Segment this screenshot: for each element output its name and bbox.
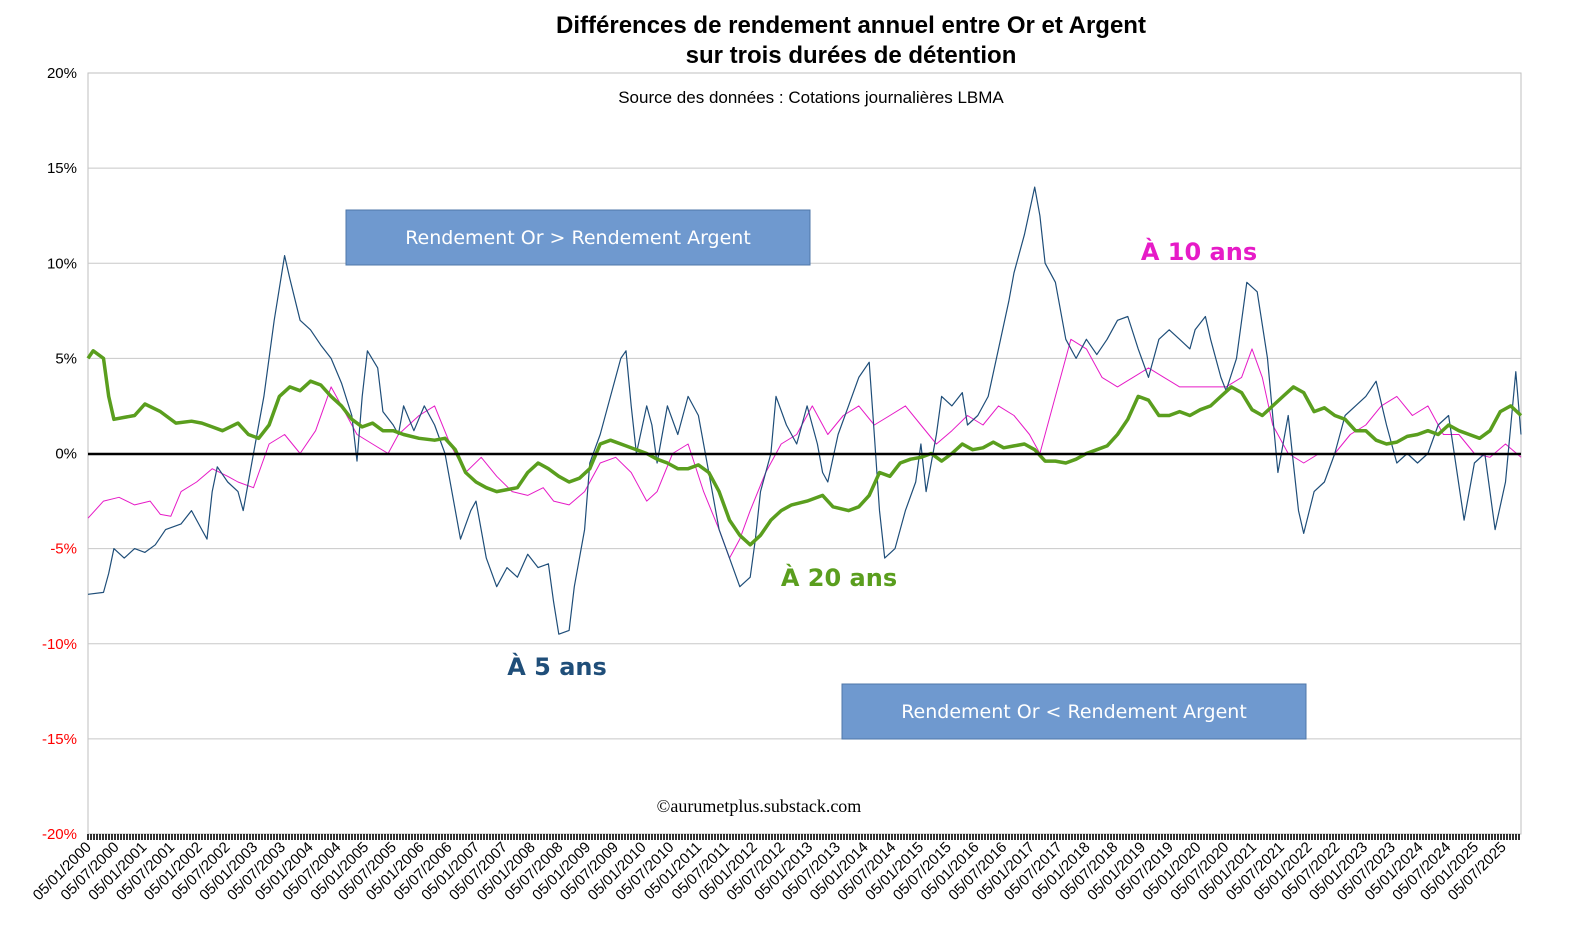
- copyright-text: ©aurumetplus.substack.com: [657, 796, 862, 816]
- chart-title-line1: Différences de rendement annuel entre Or…: [556, 12, 1146, 39]
- annotation-box-positive-label: Rendement Or > Rendement Argent: [405, 227, 751, 249]
- y-tick-label: 5%: [55, 350, 77, 367]
- y-tick-label: -15%: [42, 731, 77, 748]
- series-label-10-ans: À 10 ans: [1141, 237, 1257, 266]
- y-tick-label: 0%: [55, 446, 77, 463]
- chart-title-line2: sur trois durées de détention: [686, 42, 1017, 69]
- series-line--10-ans: [87, 338, 1522, 559]
- y-tick-label: -10%: [42, 636, 77, 653]
- annotation-box-negative-label: Rendement Or < Rendement Argent: [901, 701, 1247, 723]
- y-tick-label: 15%: [47, 160, 77, 177]
- y-tick-label: -5%: [50, 541, 77, 558]
- y-axis: 20% 15% 10% 5% 0% -5% -10% -15% -20%: [42, 65, 77, 843]
- y-tick-label: 20%: [47, 65, 77, 82]
- series-label-20-ans: À 20 ans: [781, 563, 897, 592]
- chart-subtitle: Source des données : Cotations journaliè…: [618, 88, 1004, 107]
- y-tick-label: -20%: [42, 826, 77, 843]
- series-layer: [86, 186, 1523, 635]
- series-line--20-ans: [86, 349, 1523, 547]
- series-label-5-ans: À 5 ans: [507, 652, 607, 681]
- y-tick-label: 10%: [47, 255, 77, 272]
- annotation-box-positive: [345, 209, 811, 266]
- series-line--5-ans: [87, 186, 1522, 635]
- annotation-box-negative: [841, 683, 1307, 740]
- x-axis: 05/01/200005/07/200005/01/200105/07/2001…: [30, 834, 1520, 904]
